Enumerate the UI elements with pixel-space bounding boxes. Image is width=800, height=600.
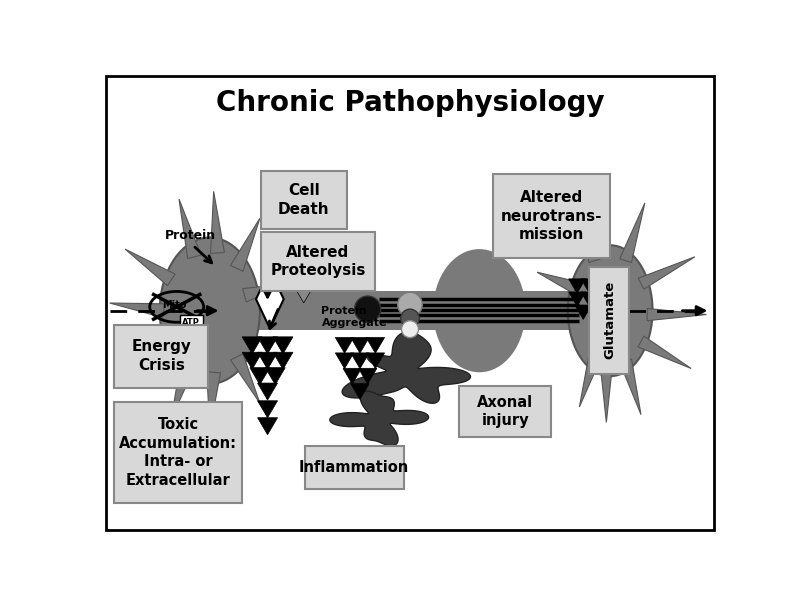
Polygon shape bbox=[248, 292, 252, 330]
Circle shape bbox=[354, 296, 381, 322]
FancyBboxPatch shape bbox=[459, 386, 551, 437]
Polygon shape bbox=[273, 352, 293, 369]
Polygon shape bbox=[579, 355, 601, 407]
Polygon shape bbox=[350, 337, 369, 353]
Polygon shape bbox=[335, 337, 354, 353]
Polygon shape bbox=[581, 279, 598, 293]
Polygon shape bbox=[350, 383, 369, 400]
Polygon shape bbox=[258, 383, 278, 400]
Polygon shape bbox=[620, 203, 645, 263]
FancyBboxPatch shape bbox=[493, 175, 610, 259]
Polygon shape bbox=[647, 308, 706, 321]
Polygon shape bbox=[122, 327, 170, 349]
Polygon shape bbox=[537, 272, 578, 293]
Polygon shape bbox=[230, 354, 260, 403]
Polygon shape bbox=[206, 372, 221, 430]
FancyBboxPatch shape bbox=[180, 316, 203, 328]
Circle shape bbox=[398, 292, 422, 317]
FancyBboxPatch shape bbox=[261, 232, 375, 290]
Polygon shape bbox=[579, 211, 601, 262]
Polygon shape bbox=[343, 368, 362, 384]
FancyBboxPatch shape bbox=[114, 401, 242, 503]
FancyBboxPatch shape bbox=[241, 292, 583, 330]
Polygon shape bbox=[569, 279, 586, 293]
FancyBboxPatch shape bbox=[261, 170, 347, 229]
Polygon shape bbox=[335, 353, 354, 368]
Text: Cell
Death: Cell Death bbox=[278, 183, 330, 217]
Text: Altered
neurotrans-
mission: Altered neurotrans- mission bbox=[501, 190, 602, 242]
Polygon shape bbox=[258, 337, 278, 354]
Polygon shape bbox=[171, 367, 194, 419]
Polygon shape bbox=[125, 249, 175, 286]
Polygon shape bbox=[293, 284, 314, 303]
Ellipse shape bbox=[568, 245, 653, 376]
Polygon shape bbox=[258, 352, 278, 369]
Polygon shape bbox=[258, 401, 278, 418]
Polygon shape bbox=[581, 292, 598, 307]
Polygon shape bbox=[266, 368, 286, 385]
Polygon shape bbox=[350, 353, 369, 368]
Polygon shape bbox=[110, 303, 165, 317]
Polygon shape bbox=[256, 270, 284, 328]
Polygon shape bbox=[366, 337, 385, 353]
Polygon shape bbox=[210, 191, 225, 253]
Text: Abnormal
Protein: Abnormal Protein bbox=[267, 269, 328, 290]
Text: Toxic
Accumulation:
Intra- or
Extracellular: Toxic Accumulation: Intra- or Extracellu… bbox=[119, 417, 238, 488]
Polygon shape bbox=[358, 368, 377, 384]
Text: ATP: ATP bbox=[182, 318, 200, 327]
Polygon shape bbox=[620, 359, 641, 415]
Polygon shape bbox=[258, 418, 278, 435]
Polygon shape bbox=[179, 199, 201, 259]
Ellipse shape bbox=[160, 238, 260, 384]
Polygon shape bbox=[638, 336, 691, 368]
Text: Chronic Pathophysiology: Chronic Pathophysiology bbox=[216, 89, 604, 117]
Ellipse shape bbox=[433, 249, 526, 372]
Circle shape bbox=[402, 321, 418, 338]
Polygon shape bbox=[242, 352, 262, 369]
Text: Altered
Proteolysis: Altered Proteolysis bbox=[270, 245, 366, 278]
Polygon shape bbox=[230, 218, 260, 271]
Polygon shape bbox=[242, 337, 262, 354]
Text: Protein
Aggregate: Protein Aggregate bbox=[322, 306, 387, 328]
Polygon shape bbox=[330, 391, 429, 446]
Polygon shape bbox=[569, 292, 586, 307]
Text: Inflammation: Inflammation bbox=[299, 460, 410, 475]
Polygon shape bbox=[342, 332, 470, 403]
Text: Energy
Crisis: Energy Crisis bbox=[131, 340, 191, 373]
Polygon shape bbox=[242, 284, 287, 302]
FancyBboxPatch shape bbox=[590, 267, 630, 374]
Text: Protein: Protein bbox=[165, 229, 216, 242]
Polygon shape bbox=[273, 337, 293, 354]
FancyBboxPatch shape bbox=[114, 325, 208, 388]
Polygon shape bbox=[600, 365, 613, 422]
Polygon shape bbox=[574, 305, 592, 319]
Text: Glutamate: Glutamate bbox=[603, 281, 616, 359]
Text: Mito: Mito bbox=[162, 301, 186, 310]
Polygon shape bbox=[366, 353, 385, 368]
Text: Axonal
injury: Axonal injury bbox=[477, 395, 533, 428]
Circle shape bbox=[401, 309, 419, 328]
Polygon shape bbox=[250, 368, 270, 385]
FancyBboxPatch shape bbox=[305, 446, 404, 490]
Polygon shape bbox=[638, 257, 695, 289]
FancyBboxPatch shape bbox=[106, 76, 714, 530]
